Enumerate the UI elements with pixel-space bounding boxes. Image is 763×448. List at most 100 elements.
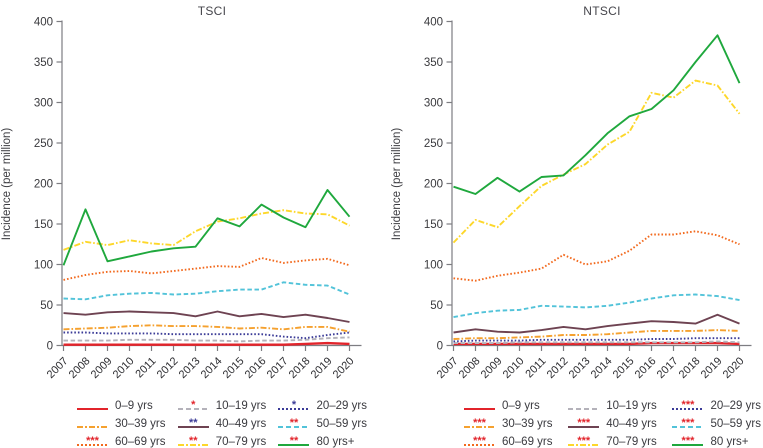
legend-entry-ntsci-80-+: *** 80 yrs+	[672, 434, 761, 448]
ntsci-series-line-70-79-	[452, 79, 741, 244]
legend-label: 40–49 yrs	[215, 418, 267, 430]
legend-entry-ntsci-50-59-: *** 50–59 yrs	[672, 416, 761, 431]
tsci-x-tick-label: 2019	[309, 355, 335, 381]
tsci-y-tick-label: 200	[34, 179, 53, 191]
tsci-x-tick-label: 2018	[287, 355, 313, 381]
legend-line-sample	[672, 425, 704, 428]
tsci-x-tick-label: 2015	[221, 355, 247, 381]
legend-line-swatch: ***	[568, 435, 600, 448]
tsci-legend: 0–9 yrs * 10–19 yrs * 20–29 yrs 30–39 yrs ** 40…	[77, 398, 367, 448]
legend-entry-tsci-20-29-: * 20–29 yrs	[278, 398, 367, 413]
ntsci-title: NTSCI	[583, 4, 621, 18]
tsci-x-tick-label: 2008	[67, 355, 93, 381]
legend-line-sample	[464, 425, 495, 428]
legend-line-swatch: ***	[672, 434, 704, 448]
legend-line-swatch	[464, 401, 495, 413]
tsci-x-tick-label: 2009	[89, 355, 115, 381]
legend-line-swatch: *	[177, 398, 209, 413]
significance-stars: *	[291, 398, 297, 411]
ntsci-y-tick-label: 200	[424, 179, 443, 191]
tsci-x-tick-label: 2014	[199, 355, 225, 381]
ntsci-series-line-80-+	[453, 34, 741, 195]
tsci-series-line-40-49-	[63, 310, 350, 323]
legend-label: 20–29 yrs	[710, 400, 761, 412]
tsci-series-line-0-9-	[63, 341, 350, 346]
tsci-x-tick-label: 2013	[177, 355, 203, 381]
tsci-y-tick-label: 50	[40, 300, 53, 312]
legend-entry-ntsci-0-9-: 0–9 yrs	[464, 398, 553, 413]
tsci-y-tick-label: 300	[34, 98, 53, 110]
legend-line-swatch	[77, 401, 108, 413]
ntsci-chart: 0 50 100 150 200 250 300 350 400 2007200820092010…	[424, 17, 752, 381]
legend-line-sample	[278, 443, 310, 446]
ntsci-x-tick-label: 2010	[501, 355, 527, 381]
ntsci-y-tick-label: 0	[437, 341, 443, 353]
legend-label: 70–79 yrs	[215, 436, 267, 448]
legend-label: 30–39 yrs	[115, 418, 166, 430]
legend-label: 0–9 yrs	[502, 400, 540, 412]
legend-entry-ntsci-60-69-: *** 60–69 yrs	[464, 434, 553, 448]
tsci-series-line-20-29-	[63, 331, 350, 340]
ntsci-legend: 0–9 yrs 10–19 yrs *** 20–29 yrs *** 30–39 yrs…	[464, 398, 761, 448]
ntsci-x-tick-label: 2011	[523, 355, 548, 380]
ntsci-x-tick-label: 2019	[699, 355, 725, 381]
legend-line-swatch	[77, 419, 108, 431]
legend-line-sample	[177, 443, 209, 446]
legend-entry-tsci-30-39-: 30–39 yrs	[77, 416, 166, 431]
legend-line-sample	[278, 425, 310, 428]
legend-label: 20–29 yrs	[316, 400, 367, 412]
ntsci-series-line-40-49-	[453, 313, 740, 334]
legend-line-swatch: ***	[77, 435, 108, 448]
legend-line-swatch: **	[278, 416, 310, 431]
legend-line-sample	[177, 407, 209, 410]
legend-line-swatch: ***	[464, 435, 495, 448]
significance-stars: *	[191, 398, 196, 411]
tsci-series-line-60-69-	[63, 257, 350, 281]
significance-stars: ***	[681, 416, 695, 429]
legend-line-swatch: **	[177, 417, 209, 431]
significance-stars: ***	[681, 434, 695, 447]
legend-entry-tsci-60-69-: *** 60–69 yrs	[77, 434, 166, 448]
legend-line-swatch: ***	[464, 417, 495, 431]
legend-entry-ntsci-20-29-: *** 20–29 yrs	[672, 398, 761, 413]
tsci-y-tick-label: 0	[47, 341, 53, 353]
legend-line-swatch: **	[278, 435, 310, 448]
ntsci-x-tick-label: 2018	[677, 355, 703, 381]
tsci-x-tick-label: 2012	[155, 355, 181, 381]
ntsci-y-tick-label: 50	[430, 300, 443, 312]
ntsci-y-tick-label: 100	[424, 260, 443, 272]
tsci-series-line-80-+	[62, 189, 351, 266]
ntsci-series-line-60-69-	[453, 230, 740, 282]
legend-entry-ntsci-10-19-: 10–19 yrs	[568, 398, 657, 413]
ntsci-x-tick-label: 2012	[545, 355, 571, 381]
legend-line-sample	[672, 443, 704, 446]
legend-entry-tsci-70-79-: ** 70–79 yrs	[177, 434, 267, 448]
legend-line-swatch: **	[177, 434, 209, 448]
legend-entry-ntsci-30-39-: *** 30–39 yrs	[464, 416, 553, 431]
legend-entry-tsci-40-49-: ** 40–49 yrs	[177, 416, 267, 431]
legend-label: 0–9 yrs	[115, 400, 153, 412]
legend-label: 60–69 yrs	[502, 436, 553, 448]
legend-line-sample	[568, 443, 600, 446]
tsci-y-tick-label: 150	[34, 219, 53, 231]
ntsci-y-tick-label: 150	[424, 219, 443, 231]
legend-label: 10–19 yrs	[606, 400, 657, 412]
ntsci-x-tick-label: 2013	[567, 355, 593, 381]
tsci-series-line-30-39-	[63, 324, 350, 333]
legend-line-sample	[464, 407, 495, 410]
legend-line-sample	[278, 407, 310, 410]
ntsci-series-line-10-19-	[453, 340, 740, 345]
significance-stars: **	[289, 416, 299, 429]
tsci-y-tick-label: 400	[34, 17, 53, 29]
ntsci-y-tick-label: 350	[424, 57, 443, 69]
ntsci-x-tick-label: 2016	[633, 355, 659, 381]
significance-stars: **	[188, 434, 198, 447]
tsci-x-tick-label: 2011	[133, 355, 158, 380]
tsci-x-tick-label: 2007	[45, 355, 71, 381]
legend-line-swatch: ***	[672, 416, 704, 431]
legend-line-sample	[77, 443, 108, 446]
legend-entry-tsci-50-59-: ** 50–59 yrs	[278, 416, 367, 431]
significance-stars: ***	[577, 416, 591, 429]
legend-label: 10–19 yrs	[215, 400, 267, 412]
